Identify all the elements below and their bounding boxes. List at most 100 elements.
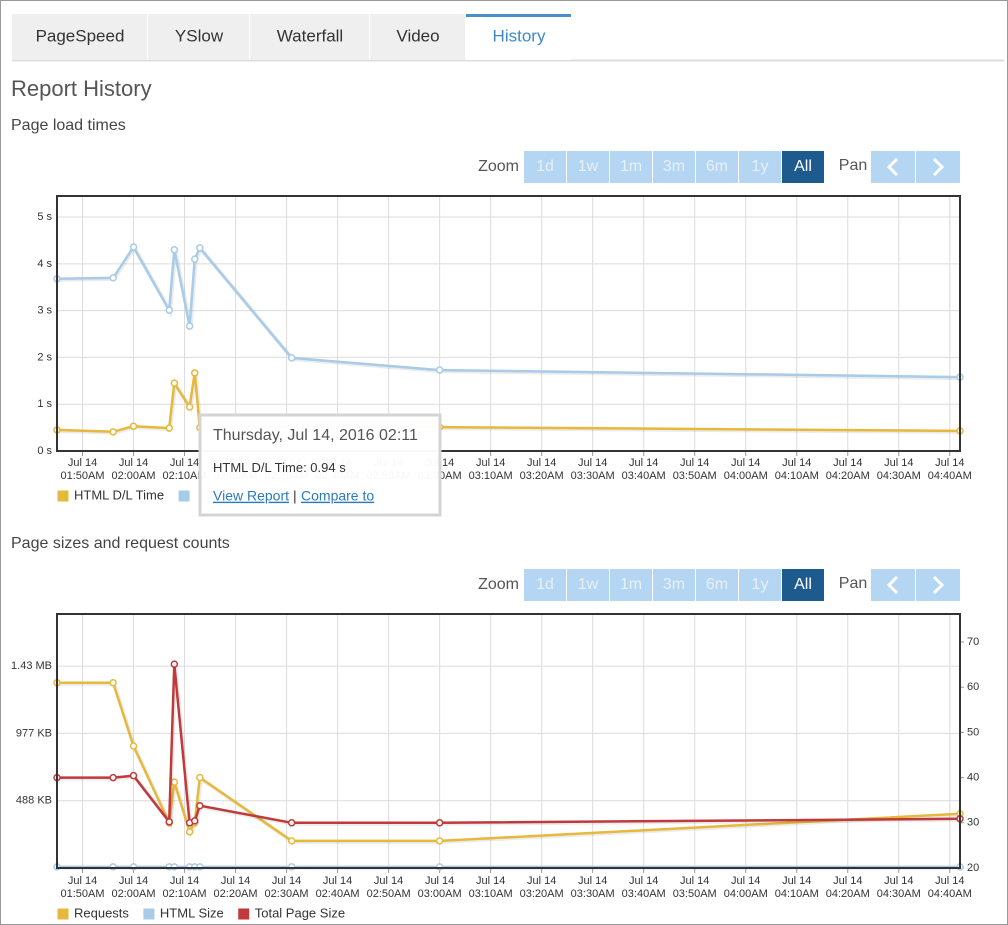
zoom-button[interactable]: 1y <box>739 569 781 601</box>
legend-item[interactable]: HTML Size <box>142 905 224 921</box>
data-point <box>129 742 138 750</box>
zoom-button-bg <box>739 569 781 601</box>
zoom-button-label: 6m <box>706 158 728 175</box>
zoom-button-bg <box>696 151 738 183</box>
zoom-button-bg <box>739 151 781 183</box>
data-point <box>196 773 204 782</box>
tab[interactable]: YSlow <box>148 14 249 60</box>
data-point <box>109 678 117 687</box>
x-tick-label: Jul 14 <box>935 457 964 469</box>
zoom-button[interactable]: All <box>782 151 824 183</box>
x-tick-label: Jul 14 <box>527 875 556 887</box>
data-point <box>129 771 138 780</box>
x-tick-label: Jul 14 <box>68 457 97 469</box>
tab[interactable]: Video <box>370 14 465 60</box>
x-tick-label: 03:30AM <box>571 888 615 900</box>
x-tick-label: Jul 14 <box>425 875 454 887</box>
zoom-button-label: 1m <box>620 576 642 593</box>
plot-background <box>57 196 960 451</box>
x-tick-label: 02:10AM <box>163 888 207 900</box>
zoom-button-bg <box>567 569 609 601</box>
legend-item[interactable]: HTML D/L Time <box>56 487 164 503</box>
x-tick-label: Jul 14 <box>68 875 97 887</box>
zoom-button[interactable]: 1m <box>610 151 652 183</box>
tooltip-value-line: HTML D/L Time: 0.94 s <box>213 460 346 475</box>
x-tick-label: 01:50AM <box>60 888 104 900</box>
tab-label: History <box>493 26 546 45</box>
legend-swatch <box>56 489 70 503</box>
data-point <box>435 837 444 845</box>
zoom-button-bg <box>782 151 824 183</box>
zoom-button[interactable]: 3m <box>653 151 695 183</box>
x-tick-label: Jul 14 <box>578 875 607 887</box>
x-tick-label: Jul 14 <box>680 875 709 887</box>
x-tick-label: 03:50AM <box>673 888 717 900</box>
x-tick-label: Jul 14 <box>935 875 964 887</box>
x-tick-label: 04:10AM <box>775 470 819 482</box>
zoom-label: Zoom <box>478 576 519 593</box>
x-tick-label: 03:00AM <box>418 888 462 900</box>
zoom-button[interactable]: 6m <box>696 569 738 601</box>
x-tick-label: 04:20AM <box>826 888 870 900</box>
y2-tick-label: 30 <box>967 817 979 829</box>
y-tick-label: 4 s <box>37 258 52 270</box>
zoom-button[interactable]: 1m <box>610 569 652 601</box>
tab-background <box>370 14 465 60</box>
legend-swatch <box>237 907 251 921</box>
tooltip-separator: : <box>303 460 310 475</box>
pan-right-button[interactable] <box>916 569 960 601</box>
zoom-button[interactable]: 6m <box>696 151 738 183</box>
x-tick-label: 04:10AM <box>775 888 819 900</box>
x-tick-label: 01:50AM <box>60 470 104 482</box>
x-tick-label: Jul 14 <box>680 457 709 469</box>
zoom-button[interactable]: 1y <box>739 151 781 183</box>
tooltip-link[interactable]: View Report <box>213 488 289 504</box>
data-point <box>287 837 296 845</box>
plot-border <box>56 613 961 869</box>
zoom-button-label: 6m <box>706 576 728 593</box>
tab[interactable]: PageSpeed <box>12 14 147 60</box>
legend-item[interactable]: Requests <box>56 905 129 921</box>
zoom-button-label: 1d <box>536 158 554 175</box>
x-tick-label: Jul 14 <box>323 875 352 887</box>
x-tick-label: 03:20AM <box>520 888 564 900</box>
x-tick-label: Jul 14 <box>374 875 403 887</box>
tooltip-link[interactable]: Compare to <box>301 488 374 504</box>
x-tick-label: Jul 14 <box>833 875 862 887</box>
zoom-button[interactable]: All <box>782 569 824 601</box>
tooltip-box <box>198 413 442 517</box>
tab-label: PageSpeed <box>36 26 125 45</box>
pan-left-button[interactable] <box>871 569 915 601</box>
zoom-button-bg <box>782 569 824 601</box>
zoom-button-bg <box>696 569 738 601</box>
data-point <box>129 243 138 251</box>
x-tick-label: 04:30AM <box>877 470 921 482</box>
legend-swatch <box>142 907 156 921</box>
pan-left-button[interactable] <box>871 151 915 183</box>
zoom-button-bg <box>567 151 609 183</box>
legend-swatch <box>56 907 70 921</box>
x-tick-label: 02:40AM <box>316 888 360 900</box>
pan-label: Pan <box>839 575 867 592</box>
chart-title: Page sizes and request counts <box>11 535 230 552</box>
zoom-button-label: 1y <box>752 158 769 175</box>
legend-item[interactable] <box>177 489 191 503</box>
tab[interactable]: History <box>466 14 571 60</box>
pan-right-button[interactable] <box>916 151 960 183</box>
x-tick-label: Jul 14 <box>884 457 913 469</box>
data-point <box>109 428 117 436</box>
zoom-button[interactable]: 3m <box>653 569 695 601</box>
zoom-button[interactable]: 1w <box>567 151 609 183</box>
legend-item[interactable]: Total Page Size <box>237 905 345 921</box>
zoom-button[interactable]: 1d <box>524 151 566 183</box>
x-tick-label: 02:00AM <box>112 888 156 900</box>
x-tick-label: 02:20AM <box>214 888 258 900</box>
tab[interactable]: Waterfall <box>250 14 369 60</box>
x-tick-label: 04:20AM <box>826 470 870 482</box>
data-point <box>190 817 199 825</box>
data-point <box>185 828 194 836</box>
y-tick-label: 2 s <box>37 351 52 363</box>
zoom-button[interactable]: 1d <box>524 569 566 601</box>
zoom-button[interactable]: 1w <box>567 569 609 601</box>
x-tick-label: Jul 14 <box>272 875 301 887</box>
